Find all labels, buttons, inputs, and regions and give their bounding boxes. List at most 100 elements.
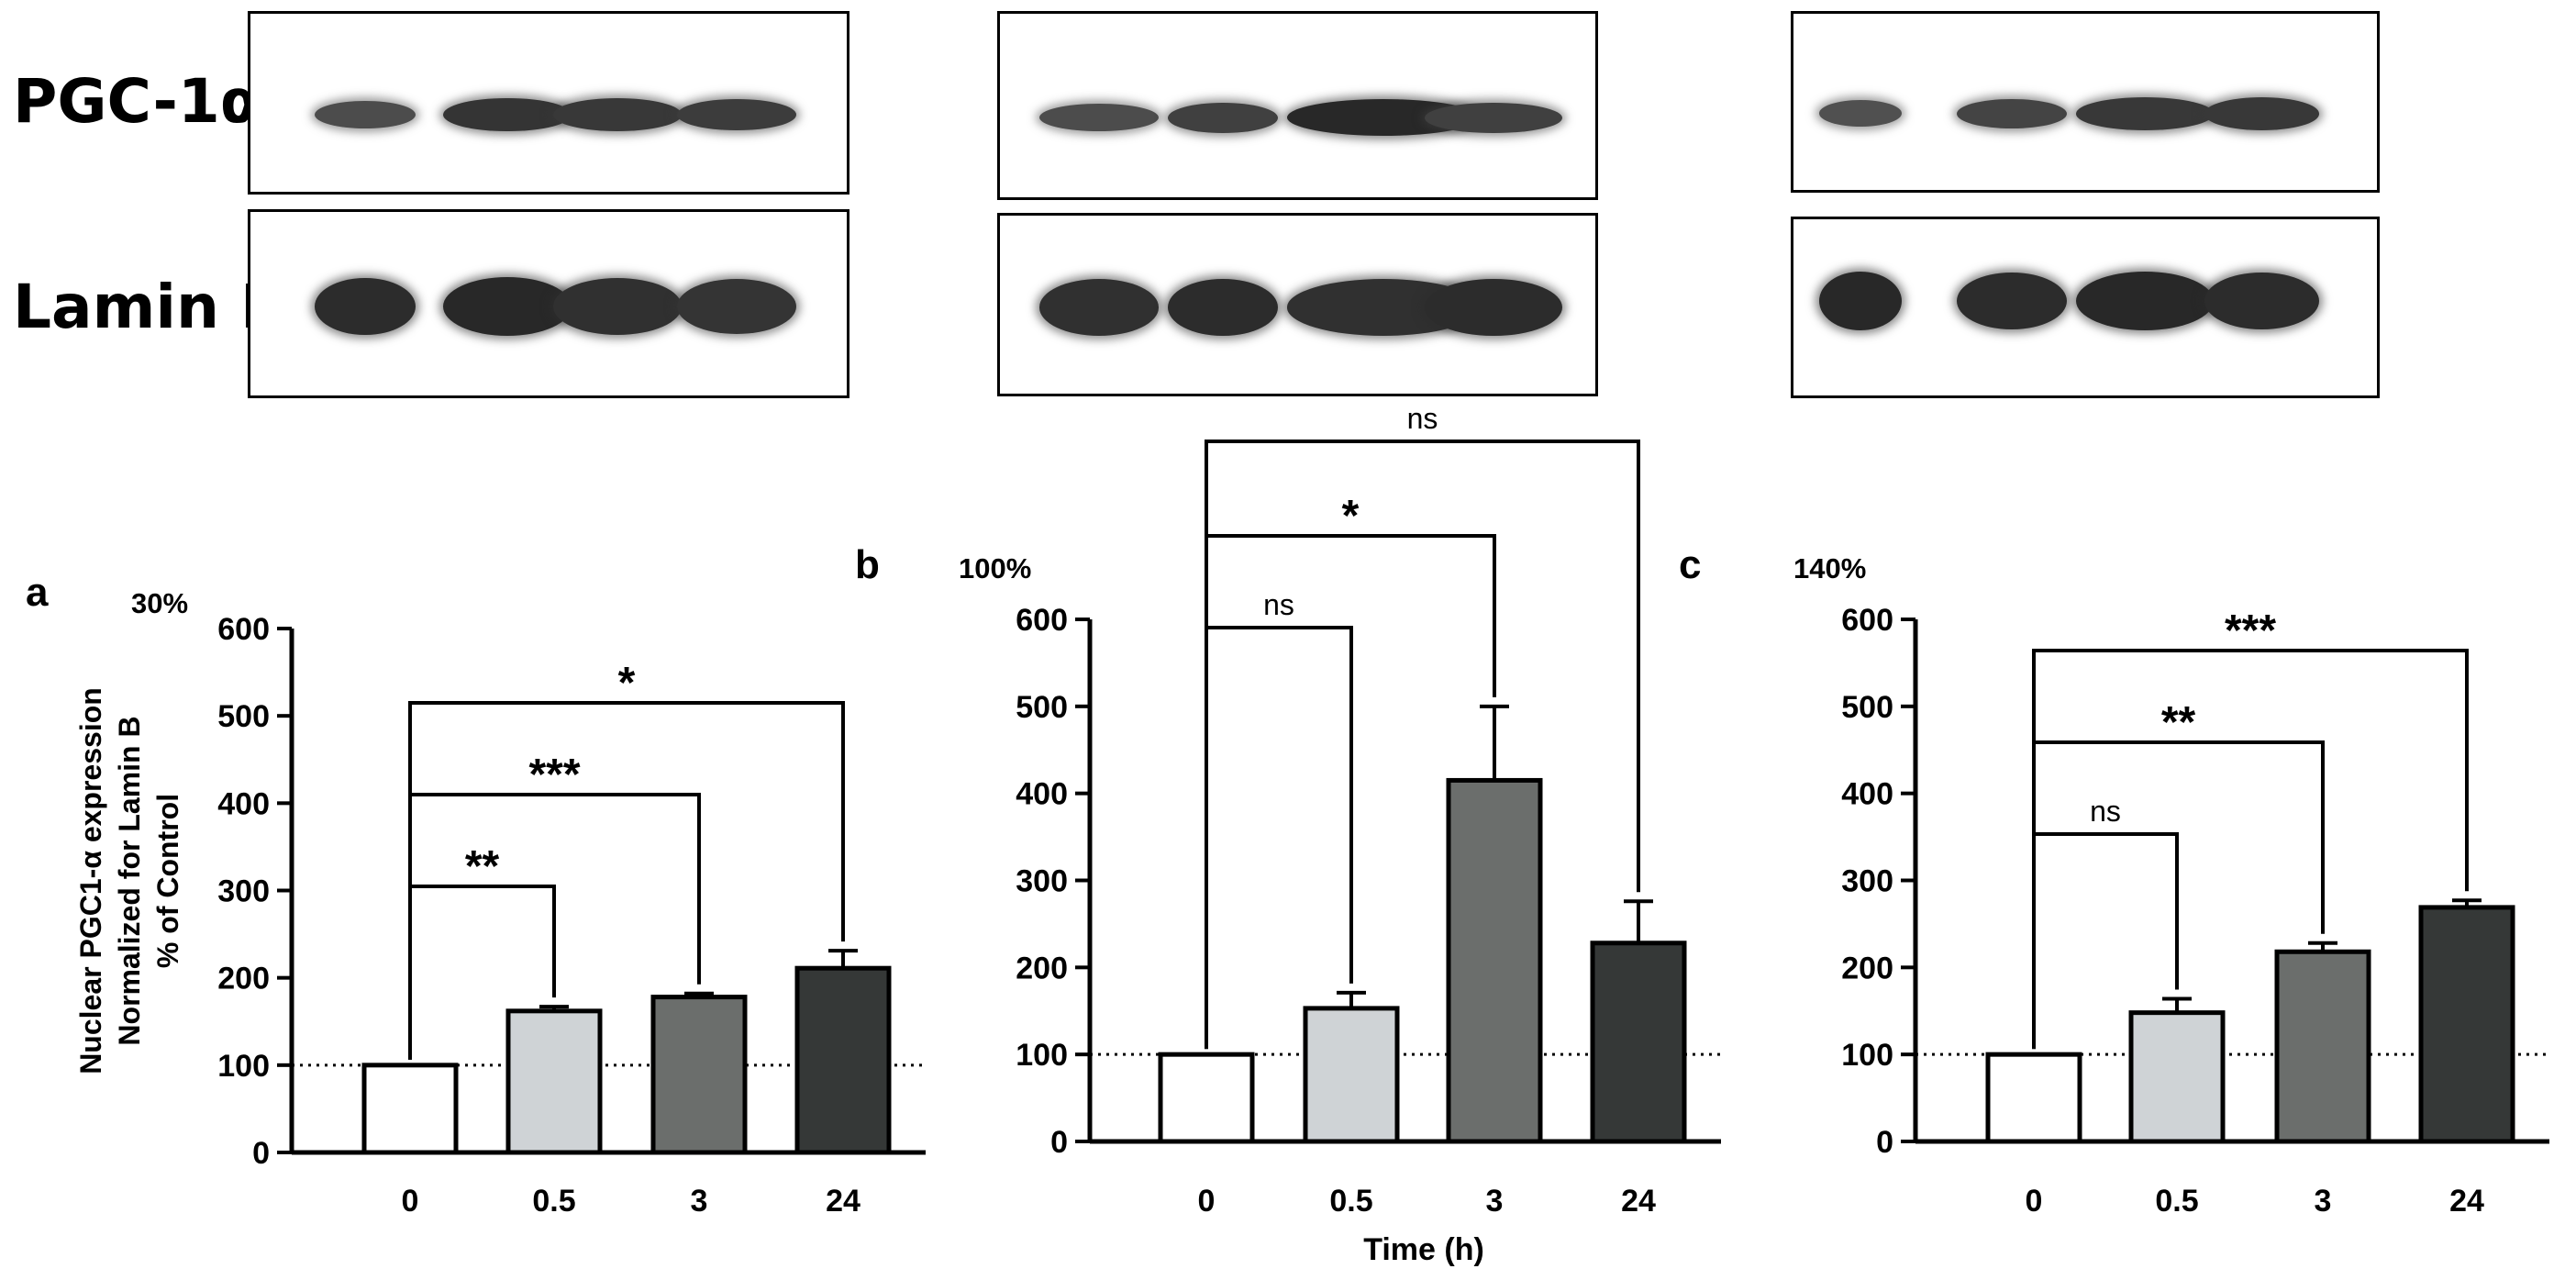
x-tick-label: 0 [402, 1184, 419, 1219]
panel-letter: a [26, 570, 49, 615]
significance-bracket [1205, 440, 1640, 1050]
corner-percent-label: 100% [959, 552, 1031, 584]
y-axis-title-line-3: % of Control [151, 794, 184, 968]
corner-percent-label: 30% [131, 587, 188, 619]
pgc1a-blot-panel-3 [1791, 11, 2380, 193]
significance-label: *** [528, 751, 580, 799]
significance-label: *** [2225, 607, 2276, 655]
pgc1a-band [1425, 102, 1562, 133]
bar [2274, 949, 2371, 1144]
x-axis-title: Time (h) [1363, 1232, 1484, 1267]
laminb-band [677, 278, 796, 335]
y-tick-label: 100 [217, 1049, 270, 1084]
x-tick-label: 0 [1198, 1184, 1216, 1219]
significance-bracket [2032, 649, 2469, 1050]
laminb-band [553, 278, 682, 335]
significance-bracket [1205, 626, 1353, 1050]
y-axis-title-line-1: Nuclear PGC1-α expression [74, 687, 107, 1074]
pgc1a-band [1039, 104, 1159, 132]
bar [505, 1008, 603, 1155]
panel-letter: b [855, 542, 880, 587]
y-tick-label: 0 [1876, 1125, 1893, 1160]
y-tick-label: 400 [1016, 777, 1068, 812]
x-tick-label: 0 [2026, 1184, 2043, 1219]
significance-label: ** [2161, 698, 2196, 747]
x-tick-label: 3 [691, 1184, 708, 1219]
y-tick-label: 600 [217, 612, 270, 647]
y-tick-label: 0 [1050, 1125, 1068, 1160]
bar [650, 995, 748, 1155]
chart-panel-b: b 100% 0 0.5 3 24 0 100 200 300 400 500 600 ns * ns [855, 402, 1721, 1219]
laminb-blot-panel-1 [248, 209, 849, 398]
bar [1303, 1006, 1400, 1144]
pgc1a-band [2076, 97, 2214, 130]
laminb-band [443, 277, 572, 336]
bar [1590, 941, 1687, 1144]
x-tick-label: 3 [2315, 1184, 2332, 1219]
y-tick-label: 300 [1016, 864, 1068, 899]
pgc1a-band [1957, 98, 2067, 129]
y-axis-title-line-2: Normalized for Lamin B [113, 716, 146, 1045]
pgc1a-blot-panel-1 [248, 11, 849, 195]
y-tick-label: 100 [1016, 1038, 1068, 1073]
laminb-band [1168, 278, 1278, 337]
pgc1a-band [1168, 102, 1278, 133]
x-tick-label: 24 [1621, 1184, 1656, 1219]
laminb-blot-panel-3 [1791, 217, 2380, 398]
pgc1a-band [2204, 97, 2319, 130]
pgc1a-row-label: PGC-1α [13, 66, 262, 137]
corner-percent-label: 140% [1793, 552, 1866, 584]
bar [361, 1063, 459, 1155]
laminb-row-label: Lamin B [13, 272, 287, 342]
pgc1a-band [443, 97, 572, 132]
significance-bracket [408, 701, 845, 1060]
y-tick-label: 100 [1841, 1038, 1893, 1073]
significance-label: ns [1263, 588, 1294, 621]
bar [2418, 905, 2515, 1144]
significance-label: * [1342, 492, 1360, 540]
bar [2128, 1010, 2226, 1144]
pgc1a-band [315, 100, 416, 129]
laminb-blot-panel-2 [997, 213, 1598, 396]
laminb-band [1957, 272, 2067, 330]
x-tick-label: 0.5 [532, 1184, 575, 1219]
bar [1158, 1052, 1255, 1144]
laminb-band [2076, 272, 2214, 330]
x-tick-label: 3 [1486, 1184, 1504, 1219]
pgc1a-band [1819, 100, 1902, 128]
bar [1985, 1052, 2082, 1144]
y-tick-label: 500 [217, 699, 270, 734]
y-tick-label: 500 [1016, 690, 1068, 725]
y-tick-label: 400 [1841, 777, 1893, 812]
x-tick-label: 24 [2449, 1184, 2484, 1219]
laminb-band [1819, 272, 1902, 330]
laminb-band [1425, 278, 1562, 337]
y-tick-label: 600 [1016, 603, 1068, 638]
y-tick-label: 0 [252, 1136, 270, 1171]
laminb-band [315, 277, 416, 336]
y-tick-label: 200 [1016, 951, 1068, 985]
pgc1a-band [677, 98, 796, 131]
significance-label: ns [2090, 795, 2121, 828]
pgc1a-band [553, 98, 682, 131]
y-tick-label: 300 [217, 874, 270, 909]
y-tick-label: 200 [217, 962, 270, 996]
x-tick-label: 0.5 [2155, 1184, 2198, 1219]
y-tick-label: 200 [1841, 951, 1893, 985]
y-tick-label: 500 [1841, 690, 1893, 725]
y-tick-label: 400 [217, 786, 270, 821]
significance-label: ** [465, 842, 500, 891]
panel-letter: c [1679, 542, 1701, 587]
bar [1446, 777, 1543, 1144]
pgc1a-blot-panel-2 [997, 11, 1598, 200]
significance-label: * [618, 659, 636, 707]
laminb-band [2204, 272, 2319, 330]
x-tick-label: 24 [826, 1184, 861, 1219]
laminb-band [1039, 279, 1159, 336]
y-tick-label: 300 [1841, 864, 1893, 899]
significance-label: ns [1407, 402, 1438, 435]
x-tick-label: 0.5 [1329, 1184, 1372, 1219]
